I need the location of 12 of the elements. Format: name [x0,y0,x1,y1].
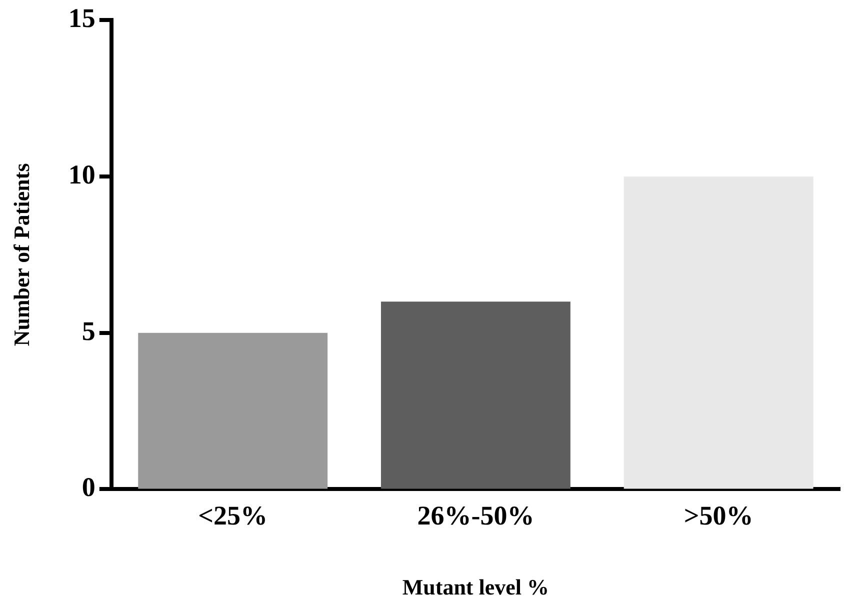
x-tick-label: >50% [684,500,754,530]
x-axis-title: Mutant level % [402,574,550,600]
y-tick-label: 15 [68,3,96,34]
y-axis-title: Number of Patients [8,162,34,346]
bar [380,302,570,489]
y-tick-label: 5 [82,316,96,346]
bar [138,332,328,489]
y-tick-label: 0 [82,472,96,502]
x-tick-label: <25% [198,500,268,530]
bar [624,176,814,489]
x-tick-label: 26%-50% [417,500,534,530]
y-tick-label: 10 [68,160,96,190]
